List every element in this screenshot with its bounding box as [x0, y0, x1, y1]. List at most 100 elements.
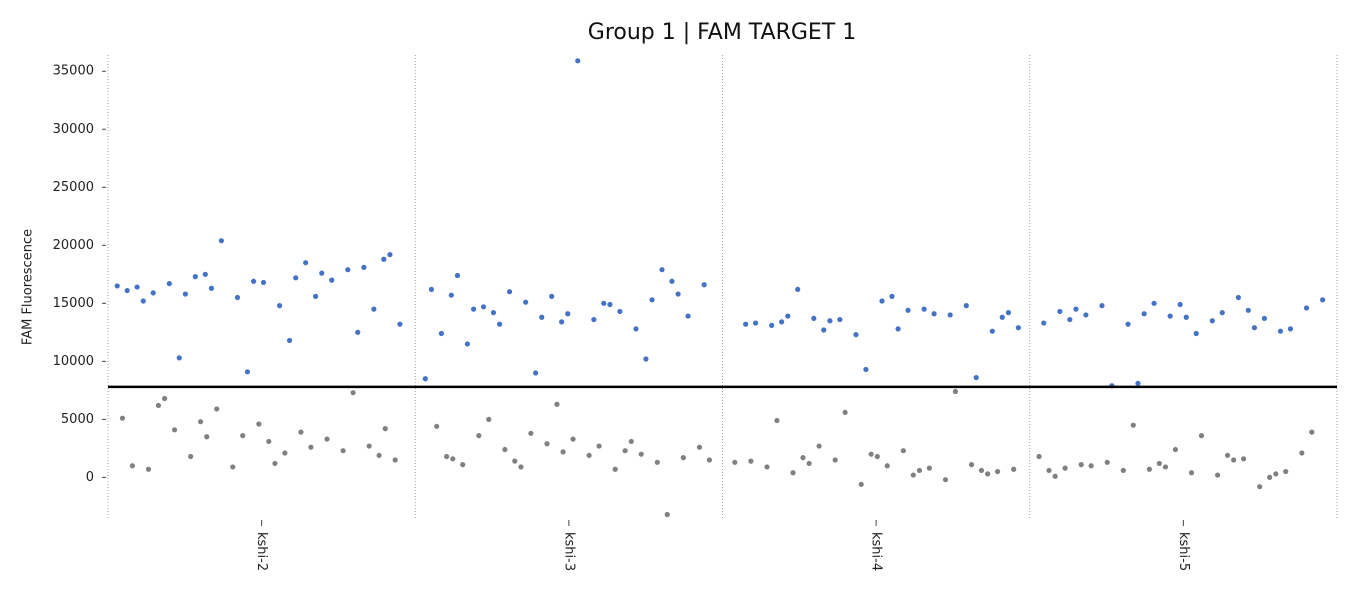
droplet — [539, 314, 545, 320]
droplet — [308, 444, 314, 450]
droplet — [422, 376, 428, 382]
droplet — [868, 451, 874, 457]
droplet — [989, 328, 995, 334]
droplet — [1214, 472, 1221, 478]
droplet — [999, 314, 1005, 320]
droplet — [208, 285, 215, 291]
droplet — [1167, 313, 1173, 319]
droplet — [155, 402, 162, 409]
droplet — [250, 278, 257, 284]
droplet — [1183, 314, 1189, 320]
droplet — [895, 326, 901, 332]
droplet — [916, 467, 923, 474]
droplet — [769, 322, 775, 328]
droplet — [1162, 464, 1169, 470]
droplet — [1277, 328, 1284, 334]
droplet — [863, 366, 869, 373]
droplet — [800, 455, 806, 461]
droplet — [1011, 466, 1017, 472]
droplet — [361, 264, 367, 270]
droplet — [438, 330, 444, 337]
droplet — [591, 316, 597, 323]
droplet — [486, 416, 492, 422]
droplet — [963, 303, 969, 309]
droplet — [1224, 452, 1231, 458]
droplet — [124, 287, 130, 294]
droplet — [140, 298, 146, 304]
droplet — [774, 417, 780, 424]
droplet — [286, 337, 293, 344]
droplet — [476, 433, 482, 439]
droplet — [387, 251, 393, 258]
droplet — [973, 374, 979, 381]
droplet — [434, 423, 440, 429]
droplet — [428, 286, 435, 293]
droplet — [1235, 294, 1241, 301]
droplet — [811, 315, 817, 322]
droplet — [266, 438, 272, 445]
droplet — [910, 472, 916, 478]
droplet — [1052, 473, 1058, 479]
droplet — [1041, 320, 1047, 326]
droplet — [675, 291, 681, 297]
droplet — [329, 277, 335, 283]
droplet — [230, 464, 236, 470]
droplet — [1309, 429, 1315, 435]
droplet — [340, 448, 346, 454]
droplet — [1151, 300, 1157, 306]
droplet — [685, 313, 691, 319]
droplet — [1062, 465, 1068, 471]
droplet — [607, 301, 613, 308]
droplet — [994, 468, 1001, 475]
droplet — [376, 452, 382, 458]
droplet — [1188, 470, 1195, 476]
droplet — [1156, 460, 1162, 467]
droplet — [532, 370, 539, 376]
droplet — [282, 450, 288, 456]
droplet — [244, 369, 251, 375]
droplet — [1193, 330, 1199, 337]
droplet — [732, 459, 738, 465]
droplet — [1015, 325, 1021, 331]
droplet — [659, 267, 665, 273]
droplet — [345, 267, 351, 273]
droplet — [1046, 467, 1052, 474]
droplet — [1036, 453, 1042, 460]
droplet — [544, 441, 550, 447]
droplet — [464, 341, 471, 347]
droplet — [1088, 463, 1094, 469]
droplet — [931, 311, 937, 317]
droplet — [1005, 310, 1012, 316]
droplet — [1172, 446, 1179, 453]
droplet — [565, 311, 571, 317]
droplet — [586, 452, 592, 458]
droplet — [371, 306, 377, 312]
droplet — [277, 303, 283, 309]
droplet — [444, 453, 450, 460]
droplet — [397, 321, 403, 327]
x-tick-label: kshi-2 — [254, 532, 269, 571]
droplet — [214, 406, 220, 412]
droplet — [1251, 325, 1258, 331]
droplet — [355, 329, 361, 335]
droplet — [256, 421, 262, 427]
droplet — [114, 283, 120, 289]
droplet — [204, 434, 210, 440]
droplet — [752, 320, 759, 326]
droplet — [633, 326, 639, 332]
droplet — [150, 290, 156, 296]
droplet — [837, 316, 843, 323]
droplet — [1057, 308, 1063, 315]
droplet — [570, 436, 576, 442]
droplet — [192, 274, 198, 280]
droplet — [134, 284, 140, 290]
droplet — [392, 457, 398, 463]
droplet — [497, 321, 503, 327]
y-tick-label: 20000 — [53, 238, 94, 253]
droplet — [664, 511, 670, 518]
droplet — [1067, 316, 1073, 323]
droplet — [554, 401, 560, 407]
droplet — [182, 291, 188, 297]
chart-title: Group 1 | FAM TARGET 1 — [588, 20, 856, 45]
